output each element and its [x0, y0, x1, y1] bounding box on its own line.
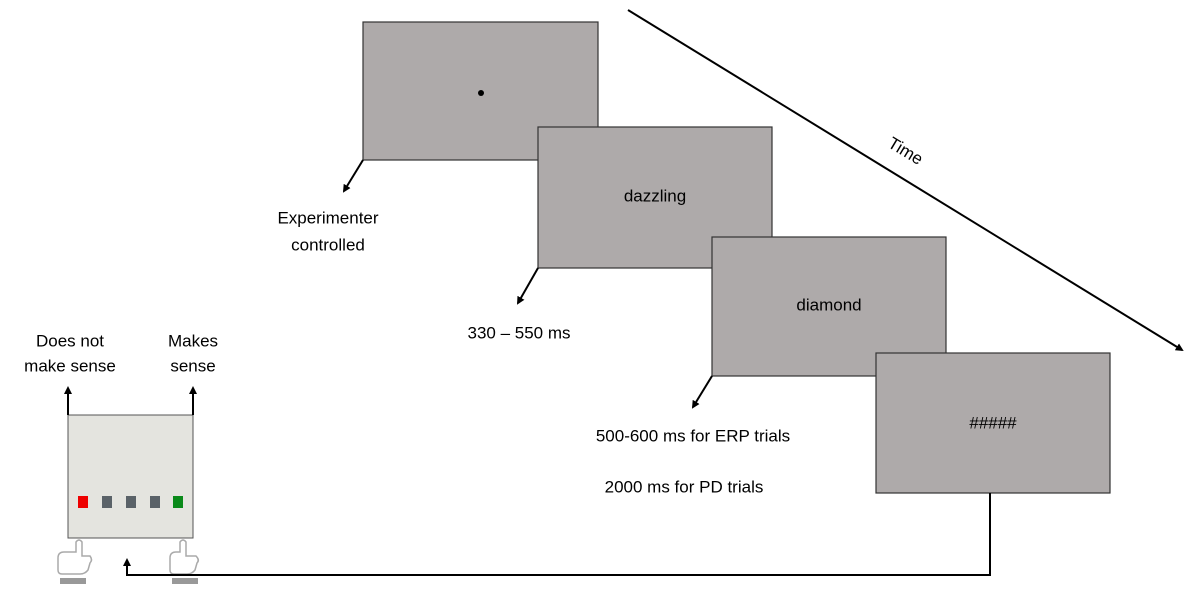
- button: [126, 496, 136, 508]
- prime-word: dazzling: [624, 186, 686, 205]
- left-label: make sense: [24, 356, 116, 375]
- button: [150, 496, 160, 508]
- fixation-dot: [478, 90, 484, 96]
- duration-arrow: [342, 159, 364, 193]
- loop-arrow: [123, 493, 991, 576]
- button: [173, 496, 183, 508]
- left-label: Does not: [36, 331, 104, 350]
- hand-icon: [169, 539, 200, 584]
- target-word: diamond: [796, 295, 861, 314]
- duration-arrow: [691, 375, 713, 409]
- duration-label: controlled: [291, 235, 365, 254]
- duration-label: 330 – 550 ms: [467, 323, 570, 342]
- mask: #####: [969, 413, 1017, 432]
- duration-arrow: [517, 267, 539, 305]
- mask-screen: [875, 352, 1111, 494]
- duration-label: Experimenter: [277, 208, 378, 227]
- duration-label: 2000 ms for PD trials: [605, 477, 764, 496]
- time-arrow: [627, 9, 1184, 352]
- button: [78, 496, 88, 508]
- time-label: Time: [885, 133, 927, 168]
- button: [102, 496, 112, 508]
- response-box: [67, 414, 194, 539]
- right-label: Makes: [168, 331, 218, 350]
- hand-icon: [57, 539, 93, 584]
- duration-label: 500-600 ms for ERP trials: [596, 426, 790, 445]
- right-label: sense: [170, 356, 215, 375]
